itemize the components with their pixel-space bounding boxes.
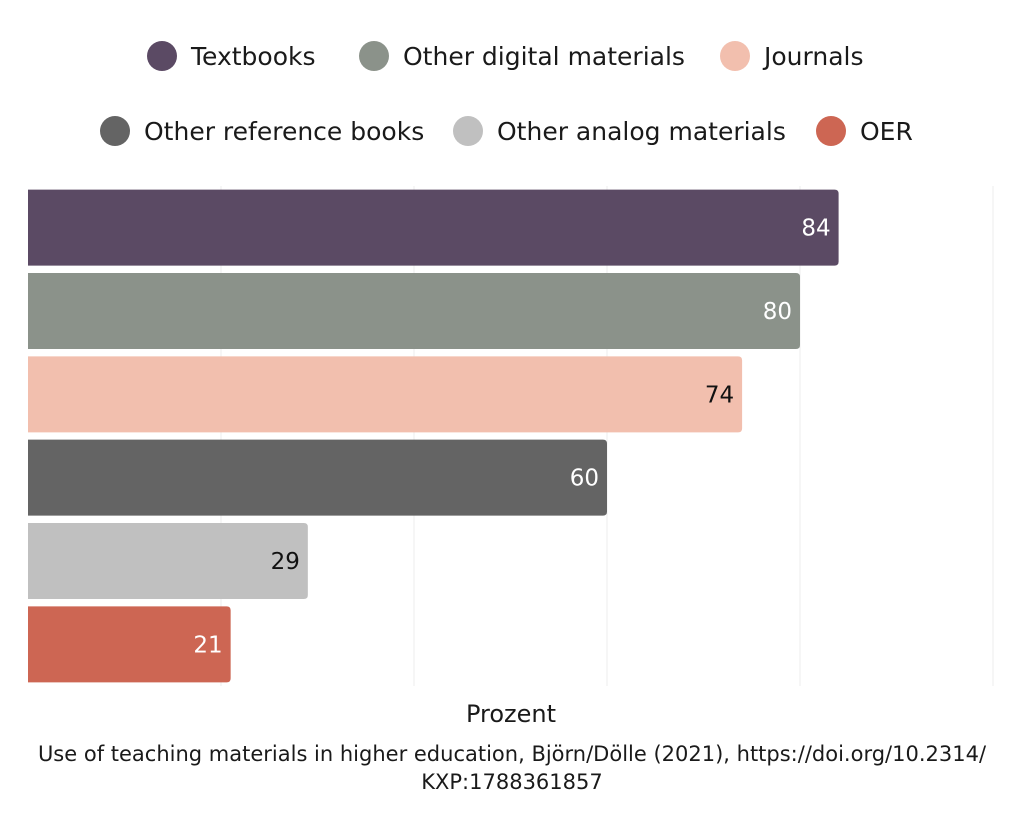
legend-label: Textbooks — [190, 42, 316, 71]
legend-swatch — [359, 41, 389, 71]
legend-swatch — [100, 116, 130, 146]
bar-other-reference-books — [28, 439, 607, 516]
legend-label: Other digital materials — [403, 42, 685, 71]
bar-value-label: 84 — [801, 216, 830, 242]
legend-swatch — [147, 41, 177, 71]
bar-value-label: 21 — [193, 632, 222, 658]
chart-caption: Use of teaching materials in higher educ… — [0, 740, 1024, 796]
caption-line-2: KXP:1788361857 — [421, 770, 603, 794]
bar-value-label: 60 — [570, 466, 599, 492]
legend-swatch — [453, 116, 483, 146]
bar-other-digital-materials — [28, 273, 800, 349]
bar-value-label: 80 — [763, 299, 792, 325]
bar-textbooks — [28, 189, 839, 266]
bar-other-analog-materials — [28, 523, 308, 599]
legend-label: Journals — [762, 42, 864, 71]
bars: 84 80 74 60 29 21 — [28, 189, 839, 683]
gridlines — [220, 186, 994, 686]
bar-journals — [28, 356, 743, 433]
bar-value-label: 29 — [271, 549, 300, 575]
x-axis-title: Prozent — [466, 700, 556, 728]
legend-label: Other analog materials — [497, 117, 786, 146]
legend-label: Other reference books — [144, 117, 424, 146]
caption-line-1: Use of teaching materials in higher educ… — [37, 742, 987, 766]
legend-swatch — [816, 116, 846, 146]
legend-swatch — [720, 41, 750, 71]
legend-label: OER — [860, 117, 913, 146]
legend: Textbooks Other digital materials Journals… — [100, 41, 913, 146]
bar-oer — [28, 606, 231, 683]
bar-value-label: 74 — [705, 382, 734, 408]
